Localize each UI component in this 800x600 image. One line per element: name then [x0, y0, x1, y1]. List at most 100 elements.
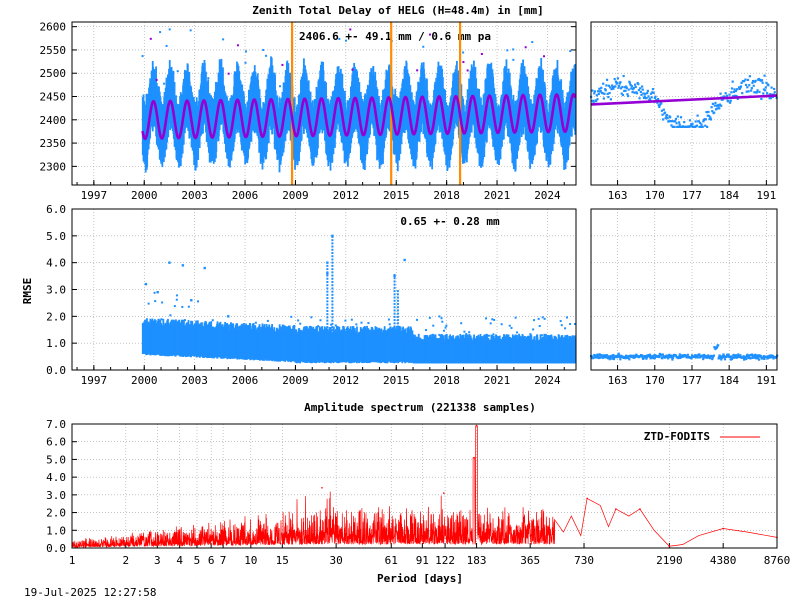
rmse-scatter-point: [532, 328, 535, 331]
rmse-scatter-point: [334, 324, 337, 327]
spectrum-x-tick-label: 2190: [656, 554, 683, 567]
rzoom-data-point: [608, 355, 611, 358]
zoom-data-point: [700, 123, 703, 126]
rmse-spike-point: [331, 248, 334, 251]
rzoom-data-point: [590, 355, 593, 358]
zoom-data-point: [690, 123, 693, 126]
rzoom-data-point: [711, 357, 714, 361]
rmse-spike-point: [396, 344, 399, 347]
rzoom-data-point: [722, 353, 725, 356]
rmse-spike-point: [396, 319, 399, 322]
ztd-outlier-point: [155, 78, 158, 81]
rzoom-data-point: [660, 354, 663, 357]
ztd-outlier-point: [512, 58, 515, 61]
zoom-data-point: [651, 88, 655, 91]
rmse-spike-point: [393, 306, 396, 309]
zoom-data-point: [678, 123, 681, 126]
rmse-scatter-point: [387, 318, 390, 321]
rmse-y-tick-label: 1.0: [46, 337, 66, 350]
spectrum-y-tick-label: 3.0: [46, 489, 66, 502]
zoom-data-point: [629, 83, 632, 87]
zoom-data-point: [735, 94, 738, 98]
rmse-spike-point: [331, 306, 334, 309]
zoom-data-point: [727, 100, 730, 103]
rmse-spike-point: [396, 331, 399, 334]
ztd-outlier-point: [227, 72, 230, 75]
zoom-data-point: [604, 89, 607, 92]
rzoom-data-point: [658, 355, 661, 359]
rmse-scatter-point: [444, 326, 447, 329]
zoom-data-point: [621, 93, 625, 97]
rzoom-data-point: [601, 356, 604, 359]
rmse-scatter-point: [211, 319, 214, 322]
zoom-data-point: [645, 97, 648, 100]
rzoom-data-point: [671, 356, 675, 359]
ztd-outlier-point: [262, 48, 265, 51]
zoom-data-point: [739, 85, 743, 88]
rmse-outlier-point: [190, 299, 193, 302]
rmse-x-tick-label: 2015: [383, 374, 410, 387]
zoom-data-point: [628, 82, 632, 85]
rmse-spike-point: [326, 309, 329, 312]
rmse-spike-point: [393, 296, 396, 299]
zoom-data-point: [614, 85, 617, 88]
zoom-data-point: [635, 92, 639, 95]
spectrum-y-tick-label: 0.0: [46, 542, 66, 555]
zoom-data-point: [691, 122, 694, 125]
ztd-x-tick-label: 2018: [433, 189, 460, 202]
rzoom-data-point: [711, 356, 714, 359]
ztd-outlier-point: [244, 50, 247, 53]
zoom-data-point: [651, 91, 654, 94]
spectrum-peak-point: [473, 456, 475, 459]
rmse-scatter-point: [399, 330, 402, 333]
rmse-spike-point: [396, 302, 399, 305]
ztd-y-tick-label: 2400: [40, 114, 67, 127]
zoom-data-point: [614, 80, 618, 83]
zoom-data-point: [715, 104, 718, 107]
rmse-scatter-point: [266, 319, 269, 322]
zoom-data-point: [662, 118, 665, 121]
rmse-spike-point: [331, 342, 334, 345]
rmse-scatter-point: [187, 305, 190, 308]
rmse-scatter-point: [271, 330, 274, 333]
ztd-outlier-point: [512, 48, 515, 51]
rmse-spike-point: [331, 268, 334, 271]
rmse-scatter-point: [465, 333, 468, 336]
rzoom-x-tick-label: 170: [645, 374, 665, 387]
ztd-outlier-point: [416, 69, 419, 72]
rmse-scatter-point: [538, 325, 541, 328]
zoom-data-point: [593, 90, 597, 93]
zoom-data-point: [664, 117, 667, 120]
zoom-data-point: [626, 94, 630, 98]
rzoom-data-point: [712, 354, 715, 357]
spectrum-legend-label: ZTD-FODITS: [644, 430, 710, 443]
rzoom-data-point: [742, 355, 745, 358]
rzoom-data-point: [604, 356, 608, 359]
rzoom-data-point: [661, 357, 664, 360]
ztd-outlier-point: [543, 55, 546, 58]
rmse-scatter-point: [492, 333, 495, 336]
zoom-data-point: [611, 84, 614, 87]
zoom-data-point: [769, 96, 773, 100]
zoom-data-point: [632, 88, 635, 91]
zoom-data-point: [752, 84, 755, 87]
zoom-data-point: [710, 106, 713, 109]
zoom-data-point: [690, 125, 693, 128]
rmse-spike-point: [393, 341, 396, 344]
spectrum-x-tick-label: 4: [176, 554, 183, 567]
zoom-data-point: [683, 121, 686, 124]
zoom-data-point: [746, 86, 749, 89]
zoom-data-point: [676, 115, 679, 118]
rmse-spike-point: [326, 332, 329, 335]
zoom-data-point: [708, 117, 711, 121]
ztd-outlier-point: [531, 41, 534, 44]
spectrum-peak-point: [668, 545, 671, 548]
rmse-scatter-point: [200, 325, 203, 328]
spectrum-title: Amplitude spectrum (221338 samples): [304, 401, 536, 414]
zoom-data-point: [756, 89, 759, 92]
rzoom-data-point: [612, 357, 616, 361]
rzoom-data-point: [649, 357, 652, 360]
ztd-x-tick-label: 2015: [383, 189, 410, 202]
zoom-data-point: [676, 125, 679, 128]
